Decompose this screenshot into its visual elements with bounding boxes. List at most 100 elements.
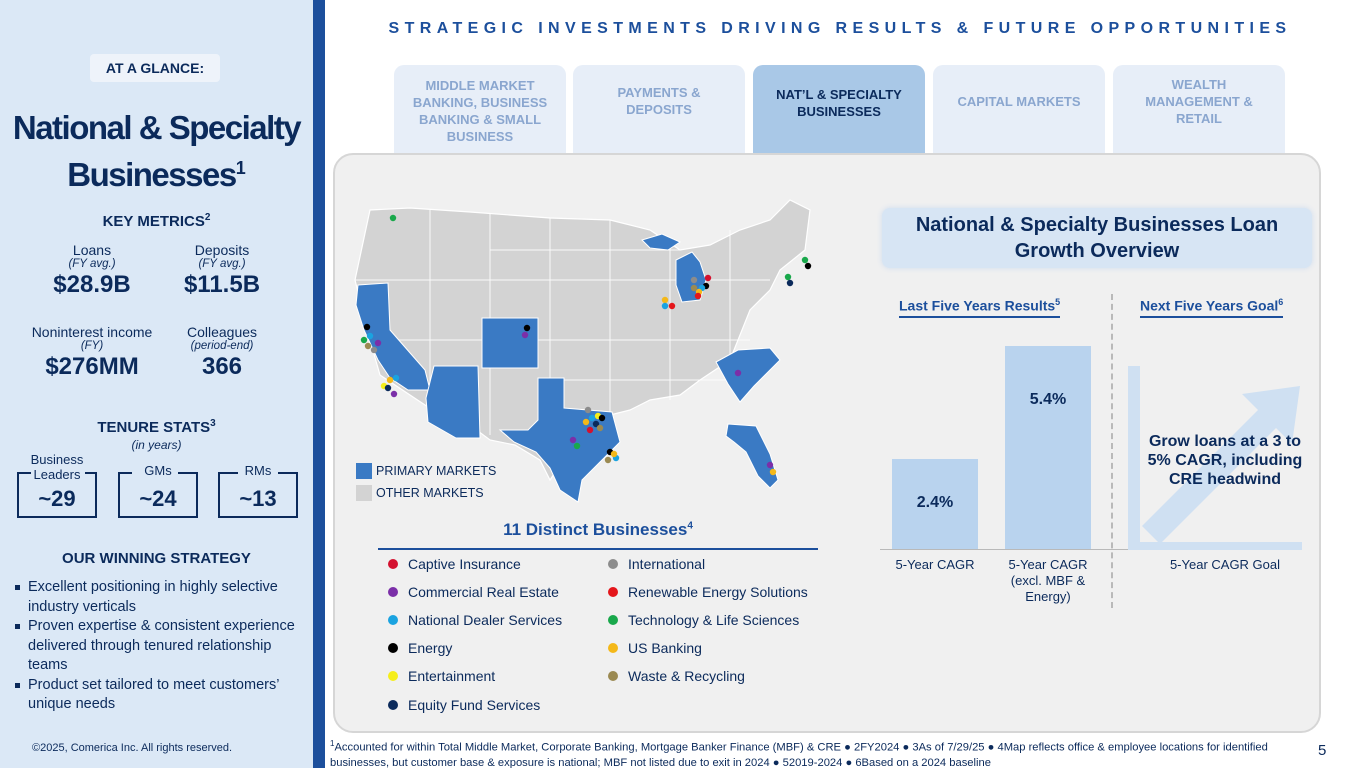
legend-label: PRIMARY MARKETS (376, 464, 497, 478)
map-dot-real-estate (734, 369, 742, 377)
metric-sublabel: (FY avg.) (68, 258, 116, 270)
map-dot-energy (363, 323, 371, 331)
metric-label: Loans (72, 242, 112, 258)
tab-capital-markets[interactable]: CAPITAL MARKETS (933, 65, 1105, 157)
map-dot-international (584, 406, 592, 414)
key-metrics-heading: KEY METRICS2 (0, 212, 313, 230)
key-metrics-title: KEY METRICS (102, 213, 205, 230)
legend-dot (388, 643, 398, 653)
tab-payments-deposits[interactable]: PAYMENTS & DEPOSITS (573, 65, 745, 157)
tenure-subtitle: (in years) (131, 438, 182, 452)
tab-wealth-management[interactable]: WEALTH MANAGEMENT & RETAIL (1113, 65, 1285, 157)
map-dot-international (690, 276, 698, 284)
map-dot-real-estate (521, 331, 529, 339)
tenure-heading: TENURE STATS3 (0, 418, 313, 436)
legend-dot (608, 643, 618, 653)
map-dot-dealer (588, 414, 596, 422)
business-label: Commercial Real Estate (408, 584, 559, 600)
list-item: Product set tailored to meet customers’ … (14, 676, 309, 715)
legend-swatch (356, 463, 372, 479)
map-dot-waste (596, 424, 604, 432)
business-label: Technology & Life Sciences (628, 612, 800, 628)
tenure-label: RMs (244, 463, 272, 478)
key-metrics-superscript: 2 (204, 212, 211, 223)
map-dot-dealer (392, 374, 400, 382)
tenure-title: TENURE STATS (97, 419, 211, 436)
title-line-1: National & Specialty (12, 109, 302, 146)
map-dot-real-estate (766, 461, 774, 469)
next-header-superscript: 6 (1278, 297, 1284, 307)
legend-dot (388, 559, 398, 569)
business-label: US Banking (628, 640, 702, 656)
footnote-text: Accounted for within Total Middle Market… (330, 741, 1268, 768)
strategy-list: Excellent positioning in highly selectiv… (14, 578, 309, 715)
tenure-rms: RMs ~13 (218, 463, 298, 518)
businesses-divider (378, 548, 818, 550)
business-label: Equity Fund Services (408, 697, 541, 713)
legend-dot (388, 615, 398, 625)
legend-dot (608, 615, 618, 625)
map-dot-equity (786, 279, 794, 287)
copyright: ©2025, Comerica Inc. All rights reserved… (32, 742, 233, 754)
strategy-heading: OUR WINNING STRATEGY (62, 550, 251, 567)
tab-middle-market[interactable]: MIDDLE MARKET BANKING, BUSINESS BANKING … (394, 65, 566, 157)
tenure-value: ~24 (139, 486, 177, 511)
chart-axis (880, 549, 1300, 550)
map-dot-us-banking (582, 418, 590, 426)
tab-label: NAT’L & SPECIALTY BUSINESSES (776, 87, 902, 119)
primary-market-colorado (481, 317, 539, 369)
metric-label: Colleagues (186, 324, 258, 340)
us-map (354, 199, 812, 503)
business-label: Entertainment (408, 668, 496, 684)
goal-arrow-graphic (1128, 366, 1302, 550)
page-number: 5 (1318, 742, 1327, 759)
primary-market-arizona (425, 365, 481, 439)
next-header-text: Next Five Years Goal (1140, 297, 1279, 314)
overview-title: National & Specialty Businesses Loan Gro… (882, 208, 1312, 268)
business-label: Waste & Recycling (628, 668, 745, 684)
metric-deposits: Deposits (FY avg.) $11.5B (147, 242, 297, 299)
tab-label: WEALTH MANAGEMENT & RETAIL (1145, 77, 1253, 126)
legend-dot (388, 700, 398, 710)
metric-value: $11.5B (183, 271, 261, 298)
primary-market-michigan-upper (641, 233, 682, 251)
map-dot-us-banking (386, 376, 394, 384)
map-dot-technology (801, 256, 809, 264)
tab-label: CAPITAL MARKETS (957, 94, 1081, 109)
page-banner: STRATEGIC INVESTMENTS DRIVING RESULTS & … (388, 20, 1292, 37)
metric-label: Noninterest income (31, 324, 153, 340)
map-dot-renewable (668, 302, 676, 310)
left-panel-stripe-gap (325, 0, 328, 768)
next-five-years-header: Next Five Years Goal6 (1140, 297, 1284, 318)
primary-market-carolinas (715, 347, 781, 403)
tab-label: PAYMENTS & DEPOSITS (617, 85, 701, 117)
map-dot-us-banking (610, 450, 618, 458)
title-superscript: 1 (235, 158, 246, 178)
business-label: Energy (408, 640, 453, 656)
map-dot-us-banking (661, 296, 669, 304)
last-five-years-header: Last Five Years Results5 (899, 297, 1061, 318)
metric-sublabel: (FY) (80, 340, 104, 352)
business-label: National Dealer Services (408, 612, 563, 628)
business-location-dots (360, 214, 812, 476)
metric-loans: Loans (FY avg.) $28.9B (17, 242, 167, 299)
legend-dot (608, 587, 618, 597)
businesses-title-superscript: 4 (687, 520, 693, 532)
metric-noninterest-income: Noninterest income (FY) $276MM (17, 324, 167, 381)
metric-sublabel: (period-end) (190, 340, 254, 352)
primary-market-florida (725, 423, 779, 489)
legend-swatch (356, 485, 372, 501)
businesses-title-text: 11 Distinct Businesses (503, 520, 688, 539)
map-dot-energy (804, 262, 812, 270)
business-label: Renewable Energy Solutions (628, 584, 808, 600)
map-dot-technology (389, 214, 397, 222)
map-dot-waste (364, 342, 372, 350)
map-dot-waste (604, 456, 612, 464)
page-title: National & Specialty Businesses1 (0, 108, 313, 195)
tab-national-specialty[interactable]: NAT’L & SPECIALTY BUSINESSES (753, 65, 925, 157)
business-label: Captive Insurance (408, 556, 521, 572)
bar-value-label: 5.4% (1029, 391, 1067, 408)
last-header-text: Last Five Years Results (899, 297, 1056, 314)
goal-arrow-icon (1142, 386, 1300, 544)
list-item: Excellent positioning in highly selectiv… (14, 578, 309, 617)
